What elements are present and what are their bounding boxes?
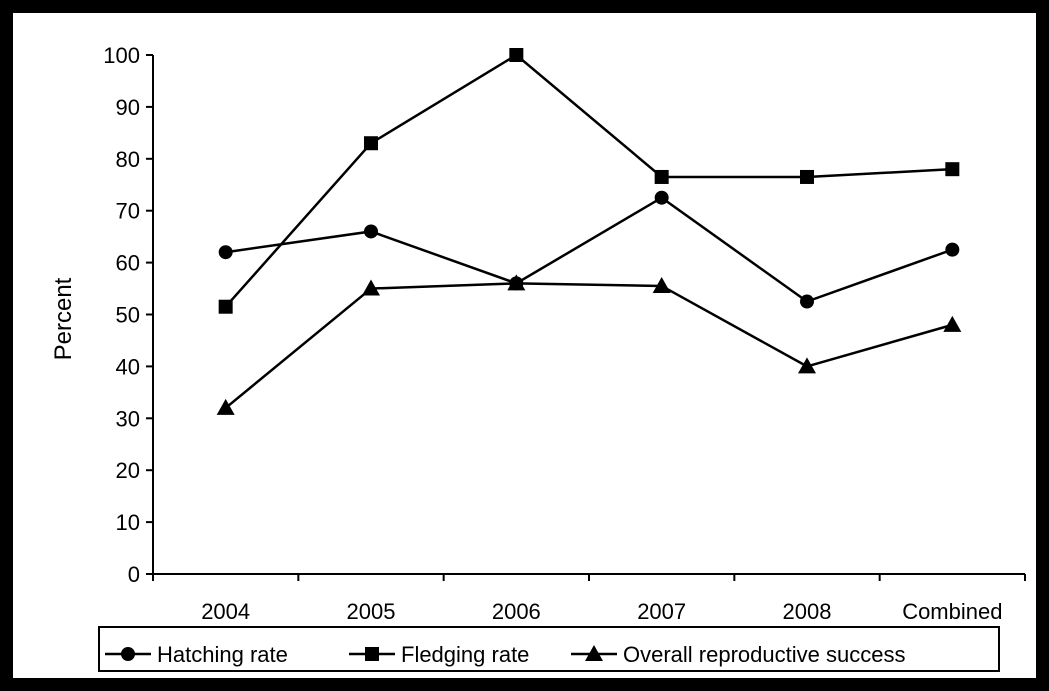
x-tick-label-combined: Combined	[902, 599, 1002, 624]
data-point-fledging-rate	[509, 48, 524, 62]
x-tick-label-2007: 2007	[637, 599, 686, 624]
series-line-overall-reproductive-success	[224, 282, 953, 409]
chart-frame: Percent 0 10 20 30 40 50 60 70 80 90 100 2004 2005 20…	[13, 13, 1036, 678]
x-tick-label-2006: 2006	[492, 599, 541, 624]
data-point-overall-reproductive-success	[362, 279, 380, 296]
data-point-fledging-rate	[218, 299, 233, 314]
series-hatching-rate	[218, 190, 960, 309]
data-point-hatching-rate	[945, 242, 960, 257]
x-tick-label-2004: 2004	[201, 599, 250, 624]
y-tick-label: 90	[116, 95, 140, 120]
y-tick-label: 30	[116, 406, 140, 431]
legend-marker-overall-reproductive-success	[585, 645, 603, 661]
series-fledging-rate	[218, 48, 960, 314]
x-tick-label-2005: 2005	[347, 599, 396, 624]
y-tick-label: 10	[116, 510, 140, 535]
legend-marker-fledging-rate	[365, 647, 379, 661]
data-point-overall-reproductive-success	[943, 315, 962, 332]
y-tick-label: 100	[103, 43, 140, 68]
y-axis-label: Percent	[50, 277, 77, 360]
y-tick-label: 80	[116, 147, 140, 172]
data-point-overall-reproductive-success	[216, 398, 235, 415]
data-point-overall-reproductive-success	[507, 274, 526, 291]
data-point-fledging-rate	[654, 169, 669, 184]
y-tick-label: 60	[116, 251, 140, 276]
data-point-fledging-rate	[364, 136, 378, 151]
legend-label-fledging-rate: Fledging rate	[401, 642, 529, 667]
line-chart: Percent 0 10 20 30 40 50 60 70 80 90 100 2004 2005 20…	[50, 43, 1026, 672]
series-group	[216, 48, 962, 415]
y-tick-label: 70	[116, 199, 140, 224]
series-line-fledging-rate	[224, 53, 953, 308]
y-tick-label: 50	[116, 303, 140, 328]
series-line-hatching-rate	[225, 196, 953, 303]
data-point-hatching-rate	[654, 190, 669, 205]
legend-label-hatching-rate: Hatching rate	[157, 642, 288, 667]
x-tick-label-2008: 2008	[783, 599, 832, 624]
legend-box	[98, 626, 1000, 672]
legend: Hatching rate Fledging rate Overall reprod…	[98, 626, 1000, 672]
data-point-overall-reproductive-success	[652, 276, 671, 293]
legend-marker-hatching-rate	[121, 647, 135, 661]
legend-label-overall-reproductive-success: Overall reproductive success	[623, 642, 905, 667]
axes: 0 10 20 30 40 50 60 70 80 90 100 2004 2005 2006 2007 20…	[103, 43, 1026, 624]
y-tick-label: 40	[116, 354, 140, 379]
data-point-fledging-rate	[800, 169, 814, 184]
data-point-fledging-rate	[945, 162, 960, 177]
series-overall-reproductive-success	[216, 274, 962, 415]
y-tick-label: 20	[116, 458, 140, 483]
y-tick-label: 0	[128, 562, 140, 587]
data-point-hatching-rate	[364, 224, 378, 239]
data-point-hatching-rate	[800, 294, 814, 309]
data-point-hatching-rate	[218, 245, 233, 260]
data-point-overall-reproductive-success	[798, 357, 816, 374]
